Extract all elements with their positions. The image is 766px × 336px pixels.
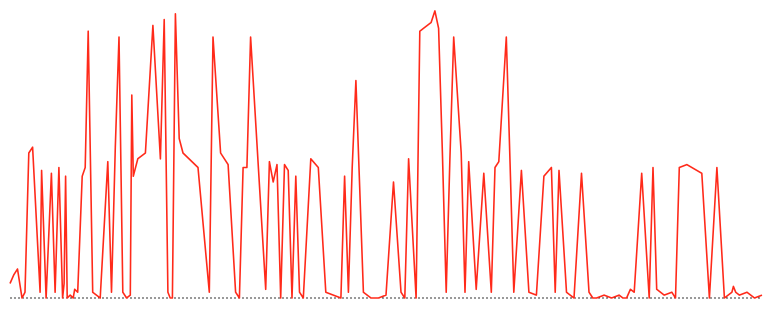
plot-area: [9, 10, 763, 299]
series-line: [9, 10, 763, 299]
